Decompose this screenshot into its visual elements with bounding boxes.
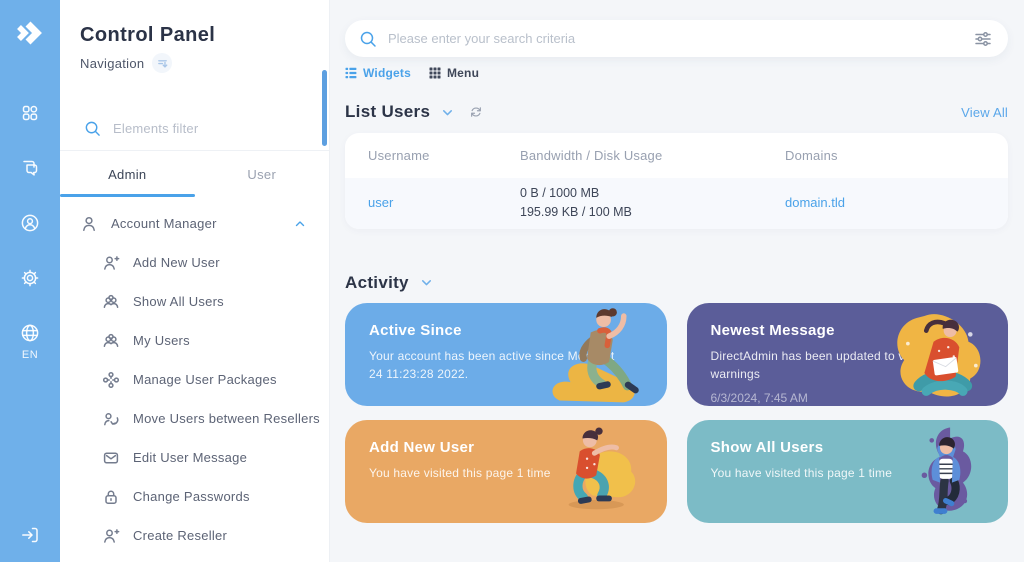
card-newest-message[interactable]: Newest Message DirectAdmin has been upda… [686,302,1008,406]
search-icon [359,30,377,48]
sidebar-item-show-all-users[interactable]: Show All Users [60,282,329,321]
sidebar-item-list-resellers[interactable]: List Resellers [60,555,329,562]
language-label: EN [21,349,39,361]
sidebar-tabs: Admin User [60,151,329,197]
sidebar: Control Panel Navigation Admin User Acco… [60,0,330,562]
column-domains: Domains [785,148,838,163]
users-icon [102,293,120,311]
chat-icon[interactable] [19,157,41,179]
language-icon[interactable]: EN [19,322,41,361]
users-table: Username Bandwidth / Disk Usage Domains … [345,133,1008,229]
grid-icon [429,67,441,79]
icon-rail: EN [0,0,60,562]
list-users-title: List Users [345,102,431,121]
chevron-up-icon[interactable] [293,217,307,231]
chevron-down-icon[interactable] [440,105,455,120]
activity-cards: Active Since Your account has been activ… [345,302,1008,523]
view-all-link[interactable]: View All [961,104,1008,120]
message-timestamp: 6/3/2024, 7:45 AM [710,390,808,405]
chevron-down-icon[interactable] [419,275,434,290]
column-username: Username [368,148,430,163]
lock-icon [102,488,120,506]
apps-icon[interactable] [19,102,41,124]
username-link[interactable]: user [368,195,394,211]
activity-header: Activity [345,273,1008,293]
sidebar-item-add-new-user[interactable]: Add New User [60,243,329,282]
main-content: Widgets Menu List Users View All Usernam… [330,0,1024,562]
refresh-icon[interactable] [469,105,483,119]
disk-usage: 195.99 KB / 100 MB [520,205,632,220]
elements-filter [60,106,329,151]
card-show-all-users[interactable]: Show All Users You have visited this pag… [686,419,1008,523]
move-user-icon [102,410,120,428]
packages-icon [102,371,120,389]
users-icon [102,332,120,350]
tab-user[interactable]: User [195,151,330,197]
global-search-bar [345,20,1008,57]
sidebar-item-change-passwords[interactable]: Change Passwords [60,477,329,516]
view-tabs: Widgets Menu [345,66,1008,80]
sidebar-item-manage-user-packages[interactable]: Manage User Packages [60,360,329,399]
tab-admin[interactable]: Admin [60,151,195,197]
table-row[interactable]: user 0 B / 1000 MB 195.99 KB / 100 MB do… [345,178,1008,229]
activity-title: Activity [345,272,409,292]
column-bandwidth-disk: Bandwidth / Disk Usage [520,148,663,163]
sidebar-item-move-users-between-resellers[interactable]: Move Users between Resellers [60,399,329,438]
user-icon [80,215,98,233]
envelope-icon [102,449,120,467]
sidebar-item-edit-user-message[interactable]: Edit User Message [60,438,329,477]
tab-menu[interactable]: Menu [429,66,479,80]
card-active-since[interactable]: Active Since Your account has been activ… [345,302,667,406]
search-filter-icon[interactable] [974,30,992,48]
sidebar-item-create-reseller[interactable]: Create Reseller [60,516,329,555]
collapse-navigation-icon[interactable] [152,53,173,73]
logout-icon[interactable] [19,524,41,549]
sidebar-item-my-users[interactable]: My Users [60,321,329,360]
elements-filter-input[interactable] [113,120,293,136]
table-header-row: Username Bandwidth / Disk Usage Domains [345,133,1008,178]
page-title: Control Panel [80,24,216,46]
user-plus-icon [102,527,120,545]
brand-logo[interactable] [0,0,60,66]
tab-widgets[interactable]: Widgets [345,66,411,80]
double-chevron-icon [17,21,42,45]
settings-icon[interactable] [19,267,41,289]
bandwidth-usage: 0 B / 1000 MB [520,186,600,200]
search-icon [84,120,101,137]
list-users-header: List Users View All [345,102,1008,122]
user-plus-icon [102,254,120,272]
list-icon [345,67,357,79]
navigation-label: Navigation [80,55,145,71]
domain-link[interactable]: domain.tld [785,195,845,211]
sidebar-menu: Account Manager Add New User Show All Us… [60,204,329,562]
sidebar-scrollbar[interactable] [322,70,327,146]
sidebar-item-account-manager[interactable]: Account Manager [60,204,329,243]
account-icon[interactable] [19,212,41,234]
card-add-new-user[interactable]: Add New User You have visited this page … [345,419,667,523]
global-search-input[interactable] [388,31,974,46]
